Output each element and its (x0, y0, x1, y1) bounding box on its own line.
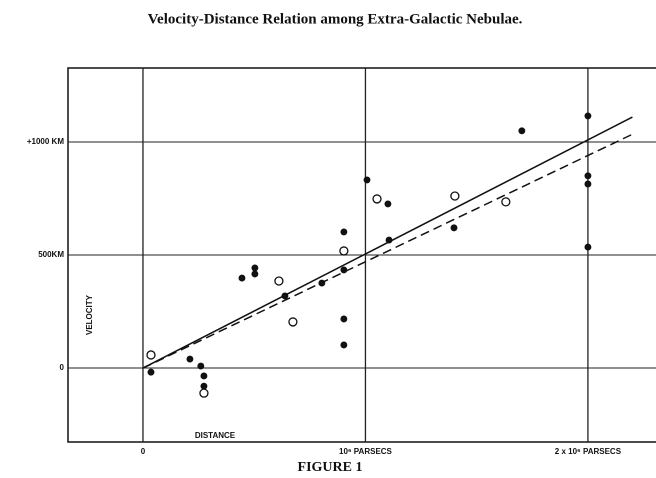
data-point (318, 279, 326, 287)
x-tick-label: 10⁶ PARSECS (339, 447, 393, 456)
data-point (450, 224, 458, 232)
data-point (584, 243, 592, 251)
data-point (340, 315, 348, 323)
data-point (200, 382, 208, 390)
y-tick-label: 500KM (38, 250, 64, 259)
data-point (518, 127, 526, 135)
x-tick-label: 2 x 10⁶ PARSECS (555, 447, 622, 456)
data-point (385, 236, 393, 244)
x-tick-label: 0 (141, 447, 146, 456)
data-point (238, 274, 246, 282)
data-point (199, 388, 209, 398)
data-point (384, 200, 392, 208)
data-point (186, 355, 194, 363)
y-tick-label: 0 (60, 363, 65, 372)
data-point (340, 266, 348, 274)
data-point (339, 246, 349, 256)
data-point (501, 197, 511, 207)
data-point (363, 176, 371, 184)
data-point (340, 228, 348, 236)
y-tick-label: +1000 KM (27, 137, 64, 146)
chart-title: Velocity-Distance Relation among Extra-G… (148, 11, 523, 27)
data-point (288, 317, 298, 327)
data-point (372, 194, 382, 204)
data-point (584, 112, 592, 120)
data-point (251, 264, 259, 272)
data-point (584, 172, 592, 180)
data-point (200, 372, 208, 380)
data-point (147, 368, 155, 376)
fit-line (142, 133, 633, 369)
data-point (340, 341, 348, 349)
data-point (450, 191, 460, 201)
data-point (281, 292, 289, 300)
y-axis-label: VELOCITY (85, 294, 94, 335)
figure-caption: FIGURE 1 (298, 460, 363, 475)
data-point (274, 276, 284, 286)
data-point (197, 362, 205, 370)
data-point (584, 180, 592, 188)
x-axis-label: DISTANCE (195, 431, 236, 440)
data-point (251, 270, 259, 278)
data-point (146, 350, 156, 360)
